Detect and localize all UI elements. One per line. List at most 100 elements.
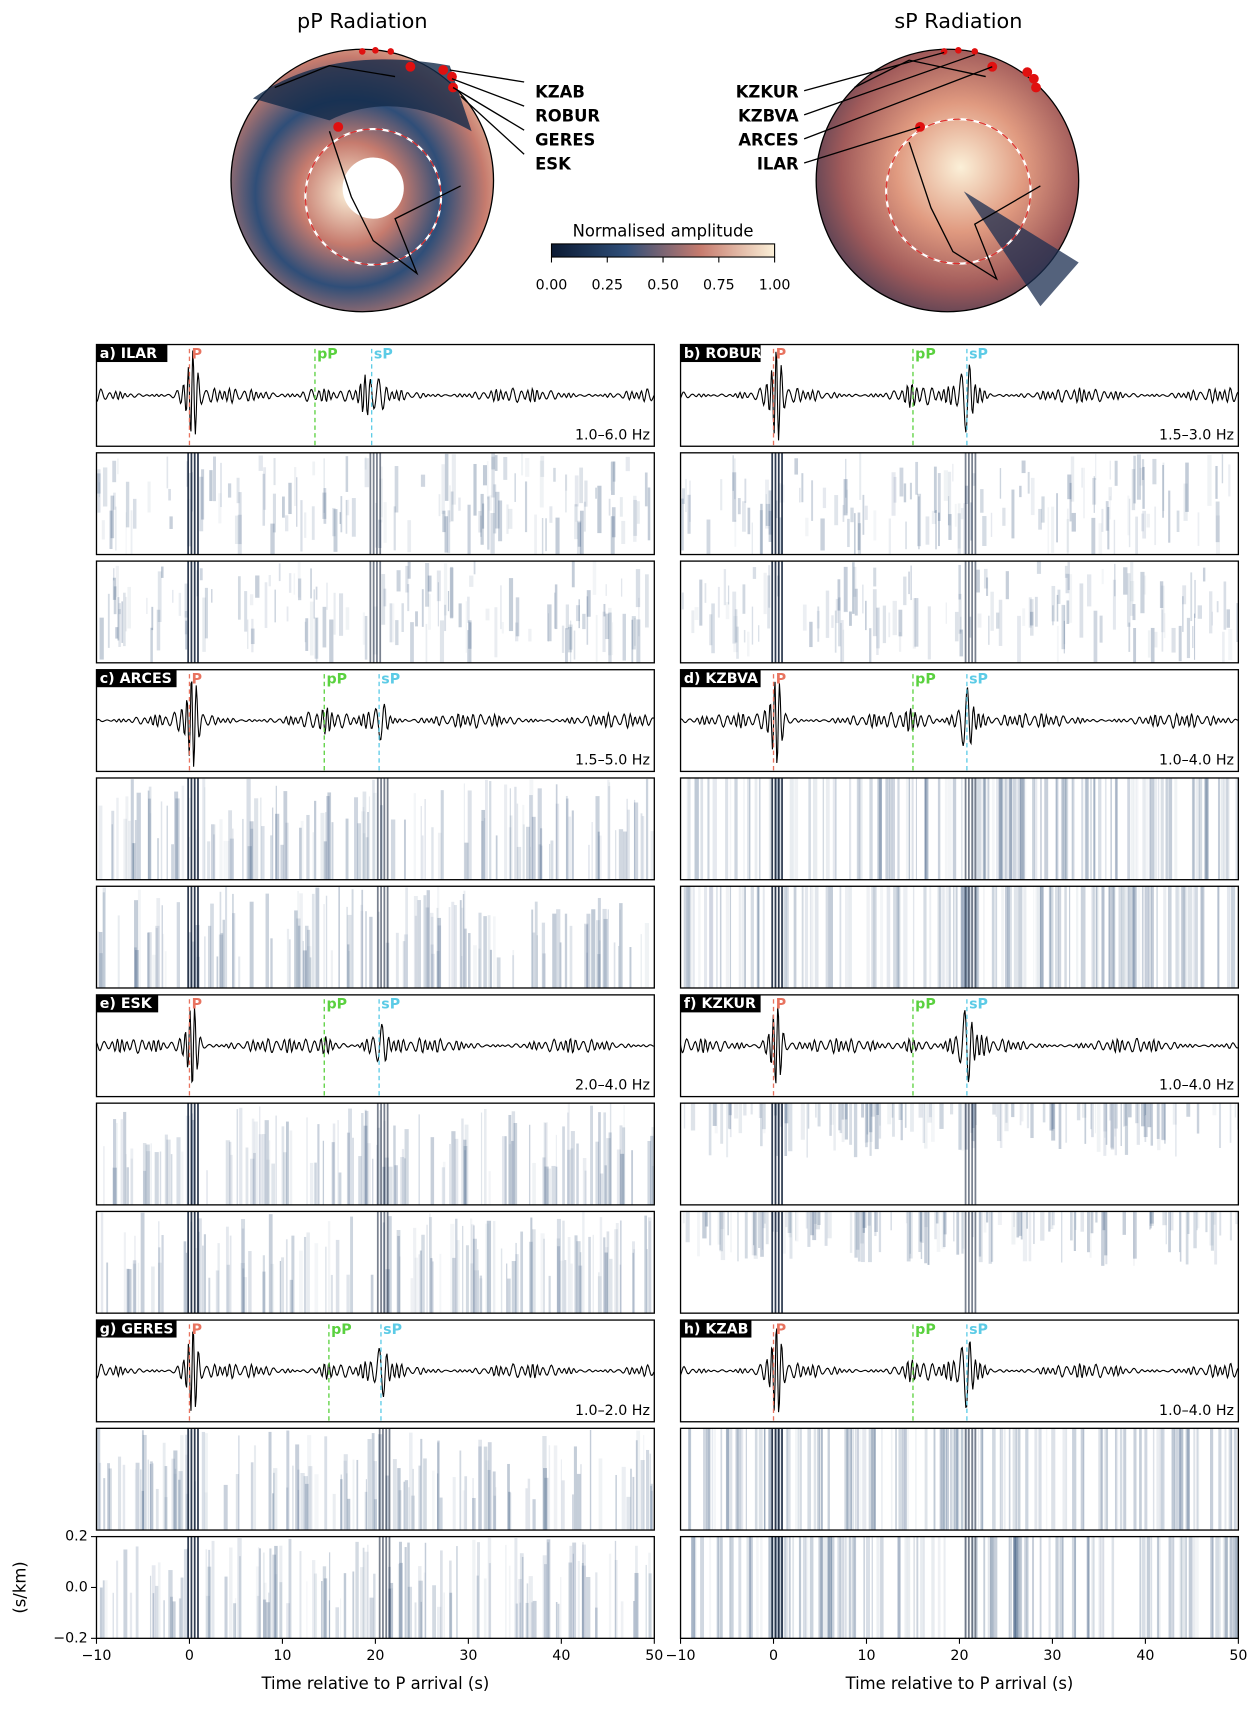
- beam-stripe: [686, 1211, 690, 1242]
- beam-stripe: [1017, 1428, 1020, 1530]
- beam-stripe: [474, 562, 476, 575]
- beam-stripe: [161, 567, 163, 578]
- beam-stripe: [574, 1235, 577, 1337]
- x-tick-label: 50: [1229, 1648, 1247, 1664]
- beam-stripe: [371, 1275, 374, 1377]
- beam-stripe: [1150, 1537, 1152, 1639]
- beam-stripe: [152, 1565, 156, 1667]
- waveform: [681, 352, 1238, 440]
- beam-stripe: [266, 894, 269, 996]
- beam-stripe: [1234, 1428, 1237, 1530]
- beam-stripe: [618, 946, 619, 1048]
- beam-arrival: [382, 1537, 384, 1639]
- beam-stripe: [483, 916, 487, 1018]
- beam-stripe: [235, 1598, 236, 1700]
- beam-stripe: [925, 778, 929, 880]
- beam-stripe: [1115, 1428, 1118, 1530]
- beam-arrival: [771, 1428, 773, 1530]
- beam-stripe: [254, 1445, 256, 1547]
- beam-stripe: [859, 453, 861, 500]
- beam-stripe: [688, 886, 690, 988]
- beam-stripe: [747, 632, 749, 657]
- beam-arrival: [971, 1211, 973, 1313]
- beam-stripe: [251, 1462, 254, 1564]
- beam-stripe: [505, 1545, 506, 1647]
- beam-stripe: [260, 798, 261, 900]
- beam-stripe: [703, 1428, 706, 1530]
- beam-stripe: [479, 1278, 482, 1380]
- beam-stripe: [1172, 1428, 1176, 1530]
- beam-stripe: [950, 1428, 951, 1530]
- beam-stripe: [802, 886, 804, 988]
- beam-stripe: [737, 1211, 739, 1261]
- station-label: KZAB: [535, 82, 585, 101]
- beam-stripe: [578, 599, 579, 628]
- beam-stripe: [1197, 1103, 1199, 1133]
- y-axis-label: (s/km): [11, 1561, 30, 1613]
- beam-stripe: [805, 518, 808, 537]
- beam-stripe: [543, 1468, 547, 1570]
- beam-arrival: [775, 561, 777, 663]
- beam-stripe: [255, 575, 259, 597]
- beam-stripe: [721, 1211, 725, 1229]
- beam-stripe: [943, 1211, 946, 1247]
- beam-stripe: [165, 951, 167, 1053]
- beam-stripe: [347, 1499, 350, 1601]
- beam-stripe: [953, 1428, 954, 1530]
- beam-arrival: [197, 1103, 199, 1205]
- beam-stripe: [728, 1103, 729, 1128]
- beam-stripe: [312, 894, 315, 996]
- beam-stripe: [1193, 1428, 1195, 1530]
- beam-arrival: [197, 561, 199, 663]
- waveform: [681, 1007, 1238, 1084]
- beam-stripe: [555, 584, 557, 629]
- beam-stripe: [202, 1432, 205, 1534]
- beam-stripe: [127, 587, 131, 629]
- beam-arrival: [781, 886, 783, 988]
- beam-stripe: [862, 1428, 866, 1530]
- beam-stripe: [208, 1278, 210, 1380]
- beam-stripe: [1064, 621, 1065, 654]
- colorbar-tick-label: 0.25: [591, 277, 623, 293]
- phase-label: pP: [317, 346, 338, 362]
- beam-stripe: [917, 494, 921, 546]
- beam-stripe: [1127, 778, 1130, 880]
- beam-stripe: [726, 1428, 728, 1530]
- beam-stripe: [125, 796, 128, 898]
- beam-stripe: [323, 904, 324, 1006]
- beam-stripe: [1093, 778, 1094, 880]
- beam-stripe: [314, 589, 315, 618]
- beam-stripe: [1151, 1103, 1153, 1146]
- beam-stripe: [819, 1428, 821, 1530]
- beam-stripe: [751, 1103, 753, 1114]
- beam-stripe: [835, 611, 837, 653]
- panel-label: f) KZKUR: [684, 996, 756, 1012]
- beam-stripe: [945, 778, 947, 880]
- beam-stripe: [1229, 1428, 1231, 1530]
- beam-stripe: [478, 1446, 481, 1548]
- beam-stripe: [138, 890, 141, 992]
- beam-stripe: [486, 609, 490, 621]
- beam-stripe: [720, 886, 722, 988]
- beam-stripe: [1000, 1428, 1003, 1530]
- beam-stripe: [279, 1582, 282, 1684]
- beam-stripe: [118, 603, 121, 614]
- beam-stripe: [525, 458, 529, 477]
- beam-stripe: [1048, 1537, 1050, 1639]
- beam-stripe: [1040, 1211, 1044, 1240]
- y-tick-label: 0.2: [65, 1529, 88, 1545]
- station-label: GERES: [535, 131, 595, 150]
- beam-stripe: [1230, 1537, 1233, 1639]
- x-tick-label: 20: [950, 1648, 968, 1664]
- beam-stripe: [462, 1226, 463, 1328]
- beam-stripe: [566, 604, 569, 629]
- beam-stripe: [405, 1547, 407, 1649]
- beam-stripe: [831, 615, 833, 628]
- beam-stripe: [426, 1225, 427, 1327]
- beam-stripe: [1090, 778, 1091, 880]
- beam-stripe: [754, 1211, 758, 1258]
- beam-stripe: [522, 1557, 524, 1659]
- beam-stripe: [470, 1218, 472, 1320]
- beam-stripe: [525, 1488, 527, 1590]
- beam-stripe: [913, 886, 914, 988]
